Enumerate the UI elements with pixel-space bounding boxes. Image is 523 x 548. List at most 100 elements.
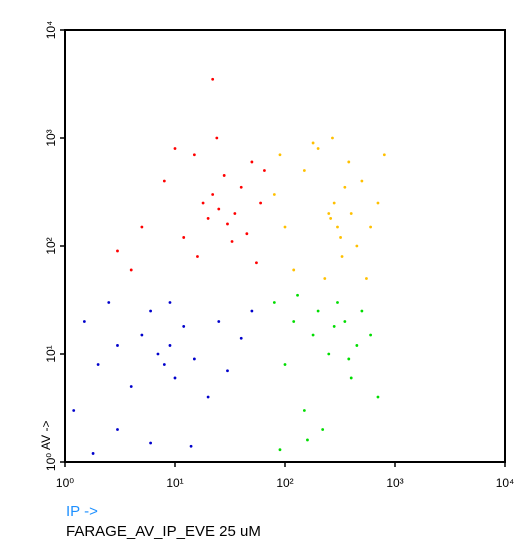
data-point bbox=[327, 352, 331, 356]
data-point bbox=[116, 249, 119, 253]
x-tick-label: 10³ bbox=[386, 476, 403, 490]
data-point bbox=[332, 325, 336, 328]
data-point bbox=[156, 352, 160, 356]
data-point bbox=[360, 179, 364, 183]
data-point bbox=[343, 320, 347, 323]
data-point bbox=[331, 136, 334, 140]
y-tick-label: 10⁰ bbox=[44, 453, 58, 471]
data-point bbox=[217, 320, 221, 323]
x-tick-label: 10⁰ bbox=[56, 476, 74, 490]
data-point bbox=[321, 428, 325, 431]
data-point bbox=[355, 244, 359, 248]
data-point bbox=[206, 395, 210, 399]
data-point bbox=[82, 320, 86, 323]
data-point bbox=[226, 222, 229, 226]
data-point bbox=[250, 309, 254, 313]
data-point bbox=[349, 376, 353, 380]
x-tick-label: 10² bbox=[276, 476, 293, 490]
data-point bbox=[349, 212, 353, 215]
data-point bbox=[201, 201, 205, 205]
data-point bbox=[107, 301, 111, 304]
data-point bbox=[306, 438, 309, 442]
data-point bbox=[292, 268, 296, 272]
plot-frame bbox=[64, 29, 506, 463]
y-tick-label: 10³ bbox=[44, 129, 58, 146]
data-point bbox=[278, 153, 282, 157]
data-point bbox=[192, 153, 196, 157]
data-point bbox=[316, 147, 320, 150]
data-point bbox=[173, 376, 177, 380]
data-point bbox=[250, 160, 254, 164]
data-point bbox=[329, 217, 333, 220]
data-point bbox=[211, 193, 215, 196]
data-point bbox=[72, 409, 76, 412]
data-point bbox=[116, 344, 119, 347]
data-point bbox=[129, 385, 133, 388]
data-point bbox=[215, 136, 219, 140]
y-axis-label: AV -> bbox=[39, 421, 53, 450]
data-point bbox=[302, 409, 306, 412]
data-point bbox=[382, 153, 386, 157]
data-point bbox=[173, 147, 177, 150]
x-tick-label: 10¹ bbox=[166, 476, 183, 490]
data-point bbox=[91, 452, 95, 455]
data-point bbox=[355, 344, 359, 347]
sample-label: FARAGE_AV_IP_EVE 25 uM bbox=[66, 523, 261, 540]
data-point bbox=[222, 174, 226, 177]
data-point bbox=[226, 369, 229, 373]
data-point bbox=[196, 255, 199, 258]
data-point bbox=[323, 277, 327, 280]
data-point bbox=[311, 333, 315, 337]
data-point bbox=[96, 363, 100, 366]
data-point bbox=[272, 193, 276, 196]
data-point bbox=[340, 255, 344, 258]
data-point bbox=[245, 232, 249, 236]
data-point bbox=[376, 201, 380, 205]
data-point bbox=[149, 441, 152, 445]
y-tick-label: 10⁴ bbox=[44, 21, 58, 40]
data-point bbox=[168, 301, 172, 304]
data-point bbox=[376, 395, 380, 399]
data-point bbox=[162, 363, 166, 366]
data-point bbox=[116, 428, 119, 431]
data-point bbox=[129, 268, 133, 272]
data-point bbox=[360, 309, 364, 313]
data-point bbox=[365, 277, 368, 280]
y-tick-label: 10² bbox=[44, 237, 58, 254]
data-point bbox=[217, 207, 221, 211]
x-axis-label: IP -> bbox=[66, 503, 98, 520]
data-point bbox=[347, 357, 351, 361]
data-point bbox=[292, 320, 296, 323]
data-point bbox=[230, 240, 234, 243]
data-point bbox=[182, 325, 186, 328]
data-point bbox=[140, 333, 144, 337]
data-point bbox=[162, 179, 166, 183]
x-tick-label: 10⁴ bbox=[496, 476, 515, 490]
data-point bbox=[311, 141, 315, 145]
data-point bbox=[283, 225, 287, 229]
data-point bbox=[263, 169, 266, 172]
data-point bbox=[347, 160, 351, 164]
data-point bbox=[283, 363, 287, 366]
data-point bbox=[369, 225, 372, 229]
data-point bbox=[332, 201, 336, 205]
data-point bbox=[278, 448, 282, 452]
data-point bbox=[233, 212, 237, 215]
data-point bbox=[211, 77, 215, 81]
data-point bbox=[316, 309, 320, 313]
data-point bbox=[239, 336, 243, 340]
data-point bbox=[296, 293, 299, 297]
data-point bbox=[239, 185, 243, 189]
data-point bbox=[206, 217, 210, 220]
data-point bbox=[272, 301, 276, 304]
data-point bbox=[336, 225, 339, 229]
data-point bbox=[140, 225, 144, 229]
data-point bbox=[189, 444, 193, 448]
data-point bbox=[259, 201, 262, 205]
y-tick-label: 10¹ bbox=[44, 345, 58, 362]
data-point bbox=[327, 212, 331, 215]
data-point bbox=[343, 185, 347, 189]
data-point bbox=[168, 344, 172, 347]
data-point bbox=[339, 236, 342, 239]
